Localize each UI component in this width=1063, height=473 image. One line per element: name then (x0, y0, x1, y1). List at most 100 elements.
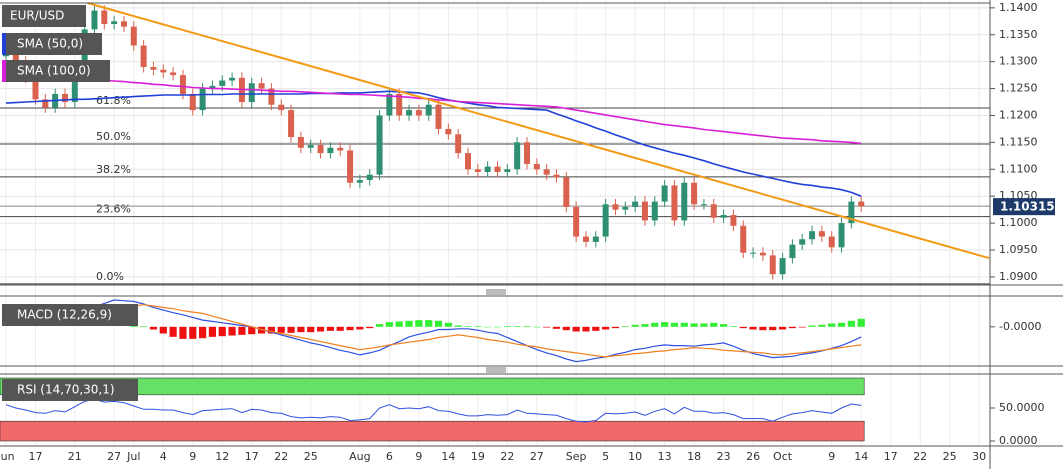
macd-histogram-bar (149, 326, 158, 330)
legend-box (2, 33, 102, 55)
macd-histogram-bar (680, 322, 688, 327)
x-tick-label: 27 (107, 450, 121, 463)
macd-histogram-bar (326, 326, 334, 331)
fib-label: 50.0% (96, 130, 131, 143)
macd-histogram-bar (316, 326, 325, 332)
x-tick-label: 12 (215, 450, 229, 463)
macd-histogram-bar (543, 326, 551, 328)
candle-body (179, 75, 186, 94)
x-tick-label: 26 (746, 450, 760, 463)
candle-body (337, 147, 344, 151)
x-tick-label: Jun (0, 450, 15, 463)
macd-histogram-bar (641, 324, 649, 327)
x-tick-label: 22 (500, 450, 514, 463)
legend-label: RSI (14,70,30,1) (17, 383, 115, 397)
candle-body (573, 206, 580, 237)
macd-histogram-bar (199, 326, 207, 339)
y-tick-label: 1.1100 (999, 162, 1038, 175)
candle-body (258, 83, 265, 89)
x-tick-label: 4 (160, 450, 167, 463)
candle-body (445, 128, 452, 135)
macd-histogram-bar (759, 326, 767, 331)
candle-body (661, 185, 668, 202)
candle-body (288, 110, 295, 138)
candle-body (356, 180, 363, 183)
x-tick-label: 14 (441, 450, 455, 463)
macd-histogram-bar (749, 326, 757, 330)
y-tick-label: 1.0950 (999, 243, 1038, 256)
candle-body (465, 153, 472, 170)
splitter[interactable] (486, 289, 506, 295)
x-tick-label: 17 (28, 450, 42, 463)
x-tick-label: 30 (972, 450, 986, 463)
macd-histogram-bar (385, 322, 393, 327)
candle-body (484, 166, 491, 172)
legend-box (2, 5, 86, 27)
x-tick-label: 10 (628, 450, 642, 463)
y-tick-label: 50.0000 (999, 401, 1045, 414)
candle-body (160, 69, 167, 73)
macd-histogram-bar (739, 326, 747, 329)
macd-histogram-bar (208, 326, 217, 337)
macd-histogram-bar (267, 326, 276, 334)
y-tick-label: 1.1350 (999, 28, 1038, 41)
y-tick-label: 1.1300 (999, 55, 1038, 68)
candle-body (406, 110, 413, 116)
candle-body (278, 104, 285, 111)
legend: EUR/USD SMA (50,0) SMA (100,0) MACD (12,… (2, 5, 138, 401)
macd-histogram-bar (366, 326, 374, 329)
candle-body (730, 215, 737, 226)
legend-box (2, 60, 110, 82)
candle-body (720, 215, 727, 218)
y-tick-label: 1.1250 (999, 82, 1038, 95)
macd-histogram-bar (857, 318, 865, 327)
candle-body (750, 252, 757, 254)
x-tick-label: 18 (687, 450, 701, 463)
macd-histogram-bar (572, 326, 580, 332)
candle-body (553, 174, 560, 178)
y-tick-label: 1.1400 (999, 1, 1038, 14)
macd-histogram-bar (710, 322, 718, 327)
candle-body (170, 72, 177, 76)
x-tick-label: 9 (415, 450, 422, 463)
macd-histogram-bar (140, 326, 148, 327)
candle-body (61, 93, 68, 103)
macd-histogram-bar (415, 320, 423, 327)
macd-histogram-bar (631, 324, 639, 327)
splitter[interactable] (486, 367, 506, 373)
macd-histogram-bar (248, 326, 256, 335)
last-price-box (993, 198, 1055, 216)
macd-histogram-bar (828, 323, 836, 327)
macd-histogram-bar (228, 326, 236, 336)
candle-body (474, 169, 481, 172)
x-tick-label: 22 (913, 450, 927, 463)
macd-histogram-bar (169, 326, 177, 337)
macd-histogram-bar (818, 324, 826, 327)
macd-histogram-bar (808, 325, 816, 327)
x-tick-label: Sep (566, 450, 587, 463)
y-tick-label: 1.1150 (999, 135, 1038, 148)
x-tick-label: 9 (828, 450, 835, 463)
oversold-zone (0, 420, 865, 442)
macd-histogram-bar (179, 326, 187, 339)
candle-body (376, 115, 383, 175)
candle-body (838, 223, 845, 248)
indicator-panels (0, 299, 865, 442)
y-tick-label: 1.1000 (999, 216, 1038, 229)
x-tick-label: 25 (943, 450, 957, 463)
macd-histogram-bar (454, 325, 462, 327)
candle-body (91, 10, 98, 30)
x-tick-label: 17 (245, 450, 259, 463)
y-tick-label: -0.0000 (999, 320, 1041, 333)
candle-body (602, 204, 609, 237)
x-tick-label: 5 (602, 450, 609, 463)
x-tick-label: 22 (274, 450, 288, 463)
x-tick-label: Jul (126, 450, 140, 463)
legend-box (2, 304, 138, 326)
candle-body (799, 239, 806, 245)
candle-body (268, 88, 275, 105)
overbought-zone (0, 377, 865, 396)
candle-body (455, 134, 462, 154)
macd-histogram-bar (837, 322, 846, 327)
